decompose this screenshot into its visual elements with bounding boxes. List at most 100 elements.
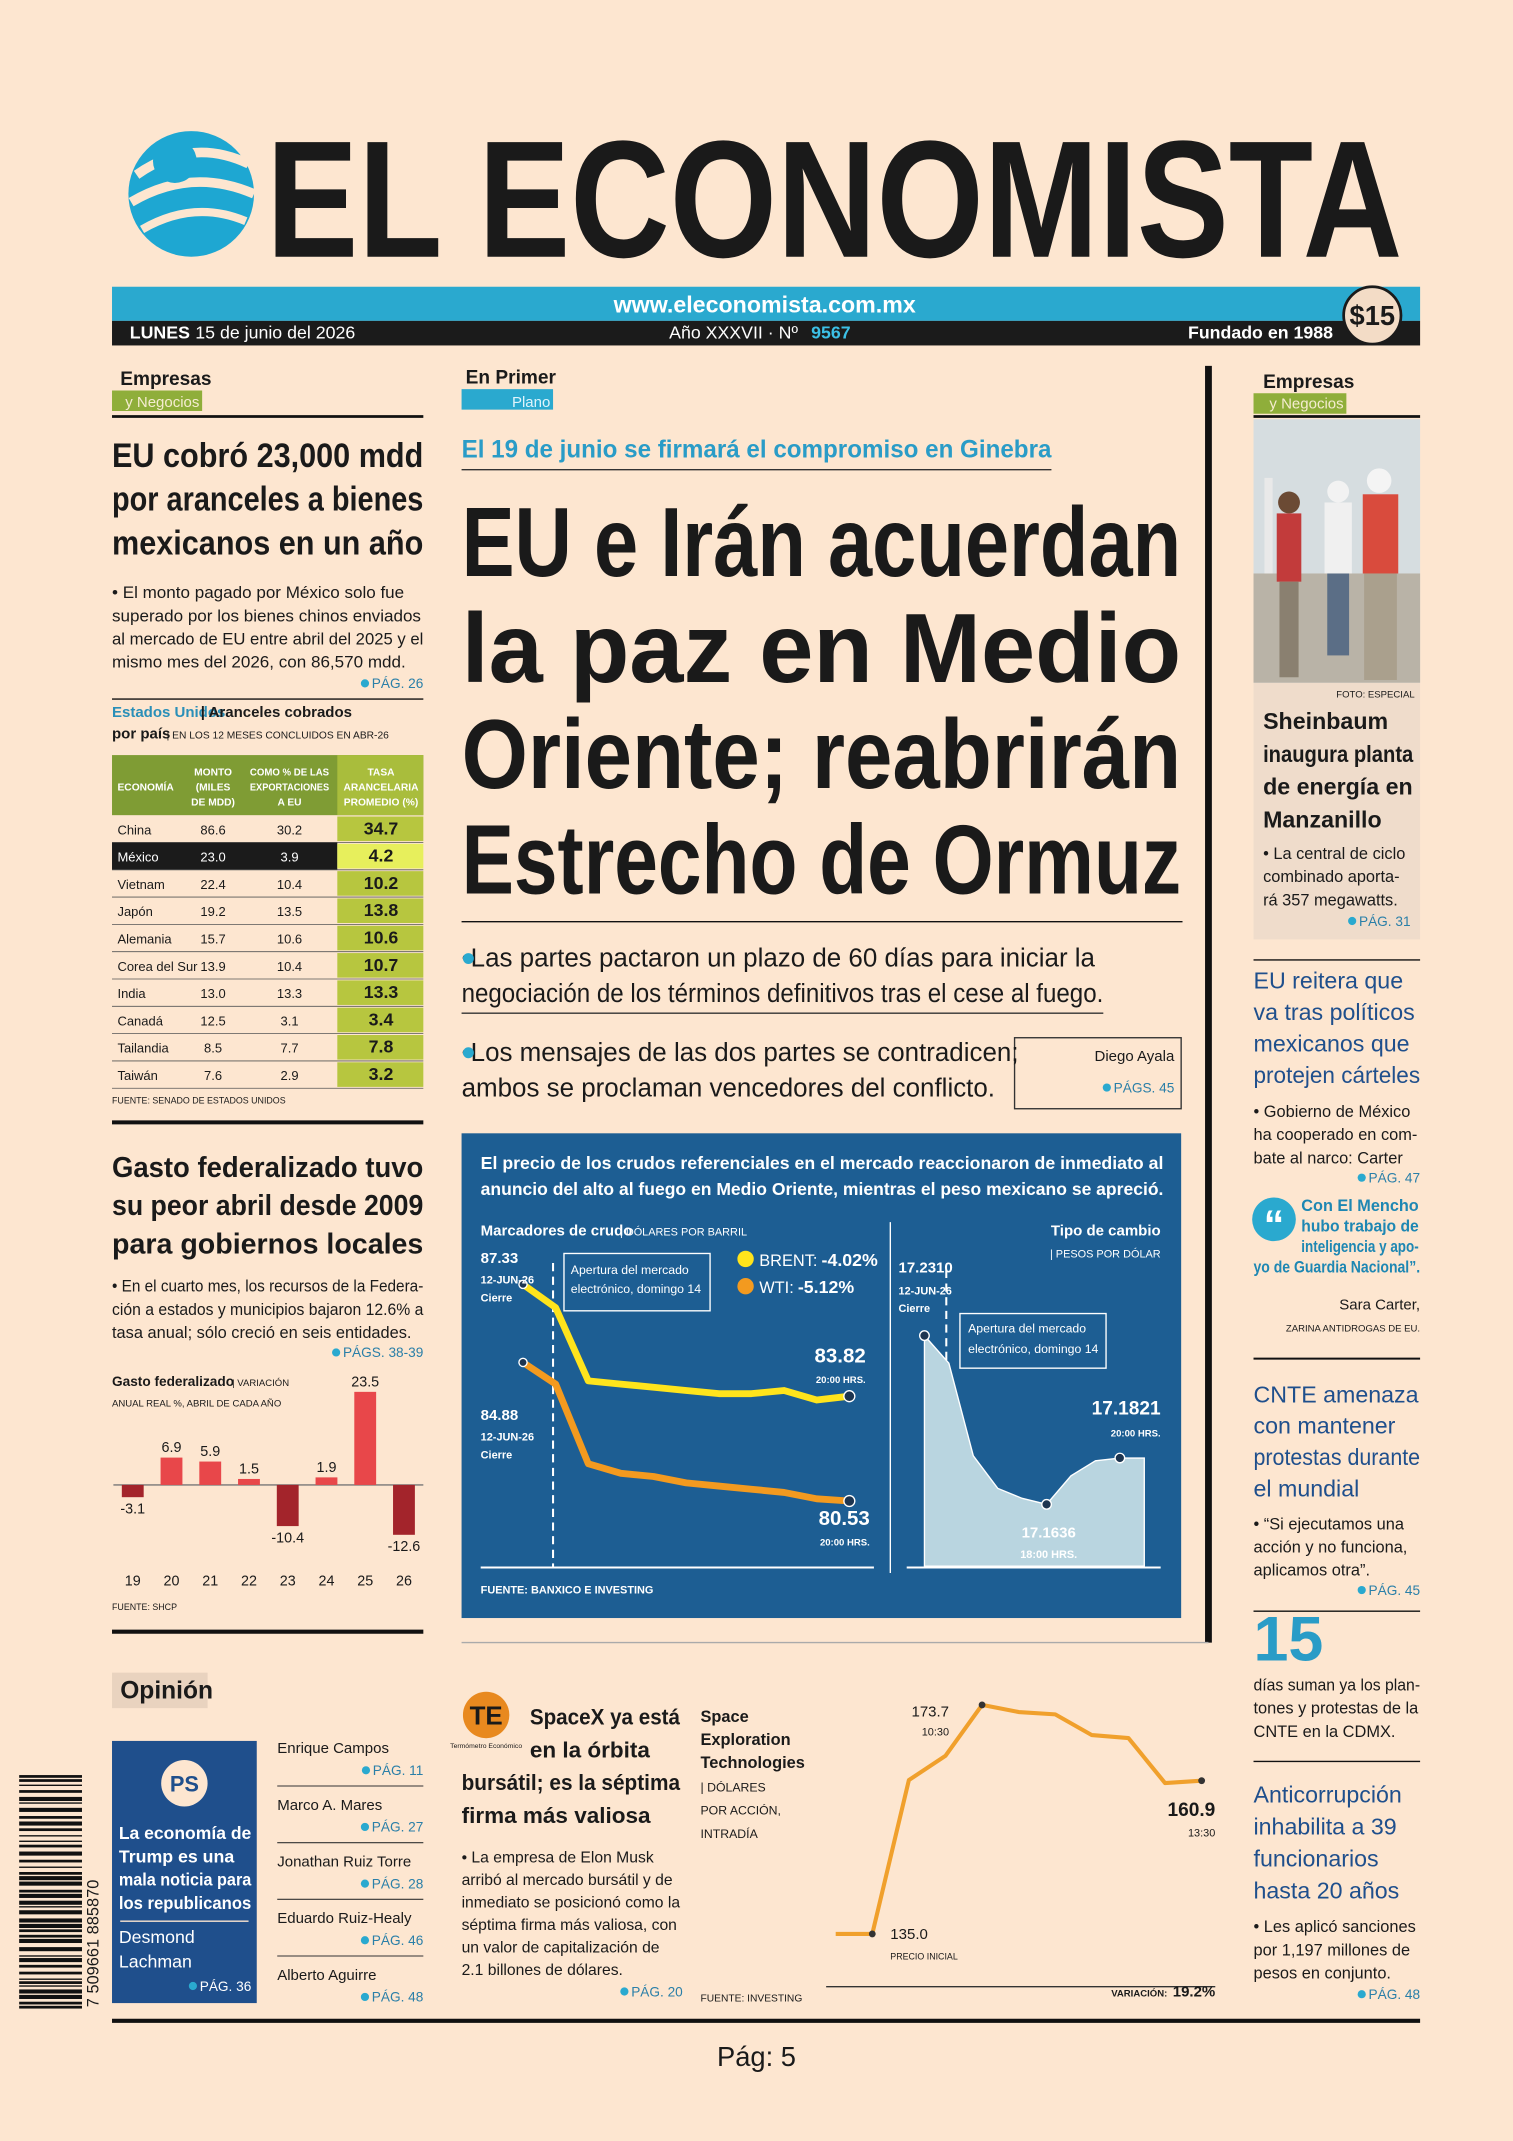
rate-cell xyxy=(337,1007,424,1033)
x-tick-label: 24 xyxy=(319,1573,335,1589)
legend-label: BRENT: xyxy=(759,1252,817,1270)
bar xyxy=(199,1461,222,1485)
data-label: 83.82 xyxy=(815,1345,866,1368)
chart-subtitle: POR ACCIÓN, xyxy=(701,1803,781,1818)
barcode-digits: 7 509661 885870 xyxy=(84,1880,102,2008)
data-label: 87.33 xyxy=(481,1250,519,1267)
bar xyxy=(238,1478,260,1485)
note: 12-JUN-26 xyxy=(481,1432,534,1444)
chart-subtitle: | VARIACIÓN xyxy=(232,1378,289,1389)
chart-subtitle: ANUAL REAL %, ABRIL DE CADA AÑO xyxy=(112,1398,281,1409)
bullet-dot xyxy=(462,953,474,964)
end-point xyxy=(843,1390,856,1403)
summary: rá 357 megawatts. xyxy=(1263,891,1398,909)
headline: protejen cárteles xyxy=(1254,1062,1421,1088)
summary: • Gobierno de México xyxy=(1254,1103,1411,1121)
barcode-bar xyxy=(19,1918,82,1923)
page-dot xyxy=(361,1766,371,1775)
barcode-bar xyxy=(19,1955,82,1957)
table-header-accent xyxy=(337,755,424,816)
table-cell: Alemania xyxy=(117,932,172,947)
legend-swatch xyxy=(737,1278,754,1295)
page-dot xyxy=(1102,1083,1111,1092)
headline: mexicanos en un año xyxy=(112,524,423,562)
ps-logo xyxy=(161,1760,208,1807)
table-cell: 13.3 xyxy=(364,982,399,1002)
table-title: Estados Unidos xyxy=(112,704,225,721)
page-ref: PÁG. 48 xyxy=(1369,1987,1421,2002)
summary: tasa anual; sólo creció en seis entidade… xyxy=(112,1324,411,1342)
chart-title: Technologies xyxy=(701,1754,805,1772)
data-label: 173.7 xyxy=(911,1703,949,1720)
quote: Con El Mencho xyxy=(1301,1197,1418,1215)
column-header: A EU xyxy=(277,798,301,809)
section: Opinión xyxy=(120,1678,213,1705)
note: 18:00 HRS. xyxy=(1020,1549,1077,1561)
quote-author: Sara Carter, xyxy=(1339,1296,1420,1313)
photo-credit: FOTO: ESPECIAL xyxy=(1336,690,1414,701)
opinion-tag xyxy=(112,1672,208,1709)
page-dot xyxy=(360,1936,370,1945)
data-label: 17.1821 xyxy=(1092,1399,1161,1420)
page-ref: PÁG. 47 xyxy=(1369,1170,1421,1185)
note: electrónico, domingo 14 xyxy=(571,1282,701,1296)
area xyxy=(923,1333,1145,1567)
headline: funcionarios xyxy=(1254,1846,1379,1872)
headline: Anticorrupción xyxy=(1254,1781,1402,1807)
quote-role: ZARINA ANTIDROGAS DE EU. xyxy=(1286,1323,1420,1334)
stat-value: 15 xyxy=(1254,1604,1324,1674)
data-label: 160.9 xyxy=(1167,1800,1215,1821)
headline: por aranceles a bienes xyxy=(112,481,423,519)
stat-text: días suman ya los plan- xyxy=(1254,1676,1421,1694)
table-cell: 12.5 xyxy=(200,1013,225,1028)
line xyxy=(521,1359,850,1505)
logo xyxy=(128,131,256,257)
summary: bate al narco: Carter xyxy=(1254,1149,1404,1167)
table-cell: 23.0 xyxy=(200,850,225,865)
page-ref: PÁG. 11 xyxy=(373,1763,424,1778)
note-box xyxy=(563,1252,711,1312)
page-ref: PÁG. 20 xyxy=(631,1984,683,1999)
page-dot xyxy=(360,1992,370,2002)
chart-title: Marcadores de crudo xyxy=(481,1223,633,1240)
te-logo xyxy=(462,1691,510,1739)
kicker: El 19 de junio se firmará el compromiso … xyxy=(462,436,1052,463)
day: LUNES xyxy=(130,323,190,343)
table-cell: México xyxy=(117,850,158,865)
table-cell: 22.4 xyxy=(200,877,225,892)
source: FUENTE: BANXICO E INVESTING xyxy=(481,1584,654,1596)
summary: al mercado de EU entre abril del 2025 y … xyxy=(112,629,423,648)
bullet-dot xyxy=(462,1047,474,1059)
page-dot xyxy=(1357,1173,1366,1182)
barcode-bar xyxy=(19,1779,82,1782)
table-cell: 3.2 xyxy=(369,1064,394,1084)
table-cell: India xyxy=(117,986,146,1001)
end-point xyxy=(843,1494,856,1508)
table-cell: 30.2 xyxy=(277,822,302,837)
note: 10:30 xyxy=(922,1726,949,1738)
headline: en la órbita xyxy=(530,1737,651,1762)
url-bar xyxy=(112,286,1421,321)
barcode-bar xyxy=(19,1893,82,1898)
headline: EU e Irán acuerdan xyxy=(462,487,1182,597)
note: 20:00 HRS. xyxy=(816,1375,866,1386)
headline: de energía en xyxy=(1263,774,1413,800)
table-cell: 10.4 xyxy=(277,877,302,892)
rate-cell xyxy=(337,953,424,978)
table-cell: 3.9 xyxy=(281,850,299,865)
point xyxy=(1114,1452,1126,1464)
table-subtitle: por país xyxy=(112,726,170,743)
headline: la paz en Medio xyxy=(462,593,1182,703)
barcode-bar xyxy=(19,1835,82,1837)
table-cell: 86.6 xyxy=(200,822,225,837)
barcode-bar xyxy=(19,1929,82,1933)
table-cell: 7.8 xyxy=(369,1037,394,1057)
table-cell: 7.6 xyxy=(204,1068,222,1083)
headline: Trump es una xyxy=(119,1846,235,1866)
barcode-bar xyxy=(19,1934,82,1938)
barcode-bar xyxy=(19,2005,82,2009)
rate-cell xyxy=(337,1034,424,1060)
headline: los republicanos xyxy=(119,1893,252,1913)
barcode xyxy=(19,1775,82,2009)
table-cell: 3.4 xyxy=(369,1009,394,1029)
